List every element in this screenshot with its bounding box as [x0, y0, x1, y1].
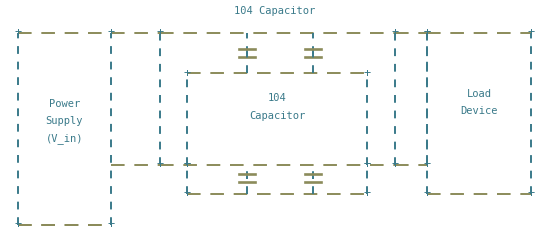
Text: +: + — [364, 158, 371, 171]
Text: +: + — [424, 26, 431, 39]
Text: +: + — [107, 218, 114, 231]
Text: +: + — [183, 158, 191, 171]
Text: +: + — [183, 158, 191, 171]
Text: 104
Capacitor: 104 Capacitor — [249, 94, 305, 121]
Text: +: + — [156, 158, 164, 171]
Text: +: + — [424, 187, 431, 200]
Text: +: + — [107, 26, 114, 39]
Text: +: + — [364, 67, 371, 80]
Text: +: + — [183, 187, 191, 200]
Text: +: + — [156, 26, 164, 39]
Text: +: + — [364, 187, 371, 200]
Text: Power
Supply
(V_in): Power Supply (V_in) — [46, 99, 83, 144]
Text: Load
Device: Load Device — [461, 89, 498, 116]
Text: +: + — [14, 218, 21, 231]
Text: +: + — [391, 26, 398, 39]
Text: +: + — [424, 26, 431, 39]
Text: +: + — [391, 158, 398, 171]
Text: +: + — [528, 187, 535, 200]
Text: 104 Capacitor: 104 Capacitor — [234, 6, 315, 16]
Text: +: + — [364, 158, 371, 171]
Text: +: + — [528, 26, 535, 39]
Text: +: + — [424, 158, 431, 171]
Text: +: + — [183, 67, 191, 80]
Text: +: + — [14, 26, 21, 39]
